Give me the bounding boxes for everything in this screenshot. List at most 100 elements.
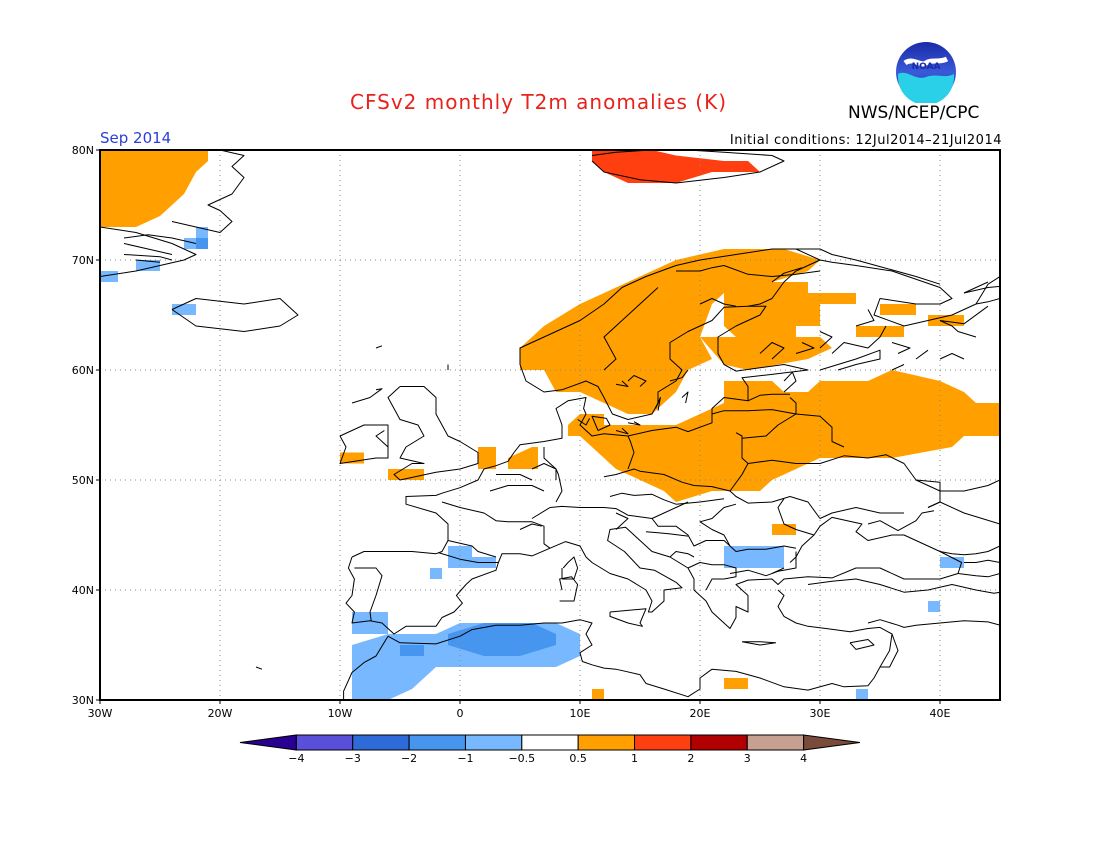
coastline xyxy=(441,501,551,549)
colorbar-swatch xyxy=(634,734,692,751)
coastline xyxy=(591,150,785,184)
anomaly-region xyxy=(448,623,556,656)
coastline xyxy=(351,248,1000,558)
coastline xyxy=(891,342,911,354)
coastline xyxy=(915,479,1000,492)
lon-tick-label: 40E xyxy=(930,707,951,720)
coastline xyxy=(915,349,929,360)
colorbar-label: 3 xyxy=(744,752,751,765)
coastline xyxy=(939,320,977,338)
lat-tick-label: 60N xyxy=(72,364,94,377)
coastline xyxy=(559,576,579,602)
colorbar-swatch xyxy=(521,734,579,751)
anomaly-region xyxy=(928,601,940,612)
coastline xyxy=(795,413,845,448)
anomaly-region xyxy=(880,304,916,315)
coastline xyxy=(849,639,875,650)
coastline xyxy=(496,474,533,481)
coastline xyxy=(796,248,941,285)
coastline xyxy=(519,523,542,530)
anomaly-region xyxy=(724,282,856,348)
colorbar-swatch xyxy=(803,734,861,751)
anomaly-region xyxy=(508,447,538,469)
coastline xyxy=(609,492,725,505)
coastline xyxy=(615,427,629,435)
anomaly-region xyxy=(448,546,496,568)
coastline xyxy=(577,418,591,426)
colorbar-label: 0.5 xyxy=(569,752,587,765)
coastline xyxy=(819,507,904,519)
anomaly-region xyxy=(724,546,784,568)
colorbar-swatch xyxy=(352,734,410,751)
coastline xyxy=(627,435,635,470)
colorbar-label: −1 xyxy=(457,752,473,765)
colorbar-label: −0.5 xyxy=(508,752,535,765)
coastline xyxy=(123,243,173,255)
colorbar-swatch xyxy=(690,734,748,751)
anomaly-region xyxy=(430,568,442,579)
lon-tick-label: 20E xyxy=(690,707,711,720)
coastline xyxy=(171,298,299,332)
coastline xyxy=(345,516,963,635)
coastline xyxy=(963,281,989,294)
agency-label: NWS/NCEP/CPC xyxy=(848,103,980,123)
coastline xyxy=(741,397,797,439)
coastline xyxy=(669,369,689,382)
colorbar-swatch xyxy=(295,734,354,751)
coastline xyxy=(747,454,941,508)
coastline xyxy=(676,265,821,277)
lon-tick-label: 20W xyxy=(208,707,233,720)
lat-tick-label: 30N xyxy=(72,694,94,707)
anomaly-region xyxy=(172,304,196,315)
coastline xyxy=(741,641,777,646)
anomaly-region xyxy=(856,326,904,337)
coastline xyxy=(609,608,647,627)
coastline xyxy=(880,633,899,668)
colorbar-swatch xyxy=(239,734,297,751)
coastline xyxy=(891,364,905,371)
coastline xyxy=(387,589,893,698)
coastline xyxy=(687,562,737,591)
coastline xyxy=(747,393,790,402)
colorbar-label: 4 xyxy=(800,752,807,765)
anomaly-region xyxy=(592,689,604,700)
coastline xyxy=(375,345,383,349)
coastline xyxy=(387,386,479,481)
anomaly-region xyxy=(352,612,388,634)
coastline xyxy=(819,331,833,349)
lon-tick-label: 10E xyxy=(570,707,591,720)
map-frame xyxy=(99,149,1001,701)
anomaly-region xyxy=(196,227,208,238)
lat-tick-label: 50N xyxy=(72,474,94,487)
lon-tick-label: 30E xyxy=(810,707,831,720)
coastline xyxy=(375,430,389,448)
coastline xyxy=(562,556,579,580)
anomaly-region xyxy=(568,370,1000,502)
coastline xyxy=(438,552,499,563)
coastline xyxy=(957,573,1000,578)
forecast-month: Sep 2014 xyxy=(100,129,172,147)
coastline xyxy=(339,424,389,464)
anomaly-region xyxy=(928,315,964,326)
colorbar-swatch xyxy=(577,734,636,751)
coastline xyxy=(699,298,737,307)
coastline xyxy=(655,397,661,411)
coastline xyxy=(939,353,965,360)
coastline xyxy=(171,150,245,233)
anomaly-region xyxy=(400,645,424,656)
coastline xyxy=(615,512,629,530)
coastline xyxy=(255,666,263,670)
coastline xyxy=(591,415,611,431)
coastline xyxy=(927,501,1000,525)
anomaly-region xyxy=(856,689,868,700)
coastline xyxy=(975,298,1000,305)
anomaly-region xyxy=(700,337,832,370)
coastline xyxy=(939,305,989,325)
coastline xyxy=(543,447,563,503)
coastline xyxy=(855,309,875,327)
anomaly-region xyxy=(940,557,964,568)
lon-tick-label: 0 xyxy=(457,707,464,720)
anomaly-region xyxy=(136,260,160,271)
anomaly-region xyxy=(100,271,118,282)
